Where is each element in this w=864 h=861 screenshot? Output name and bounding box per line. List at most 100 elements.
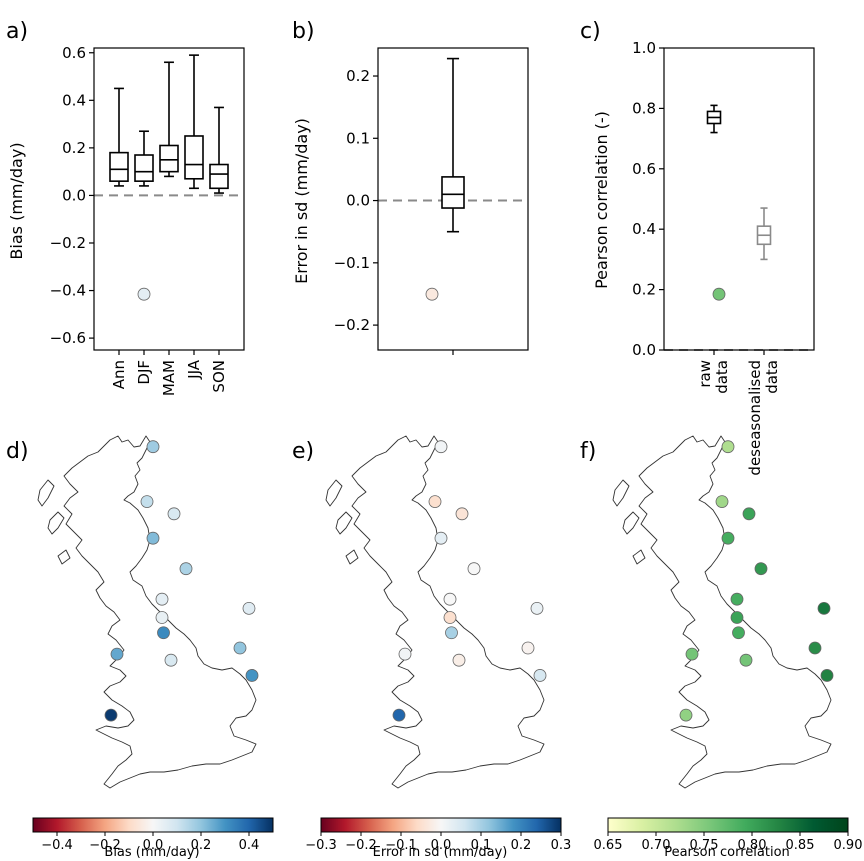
y-tick-label: 0.2 [632, 281, 656, 299]
island-outline [345, 549, 359, 565]
station-marker [104, 708, 118, 722]
y-tick-label: 0.6 [632, 160, 656, 178]
box-deseasonalised-data [756, 207, 772, 261]
station-marker [533, 669, 547, 682]
iqr-box [209, 163, 229, 190]
colorbar-tick-label: 0.0 [431, 838, 452, 853]
axes-frame [663, 47, 815, 351]
correlation-station-map: 0.65 0.70 0.75 0.80 0.85 0.90 [594, 287, 863, 853]
colorbar-tick-label: −0.1 [385, 838, 417, 853]
colorbar-tick-label: −0.3 [305, 838, 337, 853]
island-outline [325, 479, 343, 507]
colorbar-tick-label: 0.3 [551, 838, 572, 853]
x-tick-label: MAM [160, 360, 178, 396]
colorbar-tick-label: −0.2 [345, 838, 377, 853]
y-tick-label: 0.8 [632, 99, 656, 117]
bias-station-map: −0.4 −0.2 0.0 0.2 0.4 [32, 287, 274, 853]
island-outline [622, 511, 640, 535]
station-marker [146, 440, 160, 454]
colorbar [320, 817, 562, 833]
station-marker [167, 507, 181, 521]
island-outline [632, 549, 646, 565]
colorbar-tick-label: 0.4 [239, 838, 260, 853]
y-tick-label: 0.0 [632, 341, 656, 359]
station-marker [155, 592, 169, 606]
y-tick-label: −0.2 [50, 234, 86, 252]
box-djf [134, 130, 154, 187]
y-tick-label: 0.4 [62, 91, 86, 109]
station-marker [445, 626, 458, 640]
station-marker [137, 287, 151, 301]
y-tick-label: 0.1 [346, 129, 370, 147]
y-tick-label: 0.0 [62, 186, 86, 204]
sd-error-boxplot: −0.2 −0.1 0.0 0.1 0.2 [334, 47, 529, 355]
y-axis-label-b: Error in sd (mm/day) [292, 118, 311, 284]
colorbar-tick-label: 0.65 [594, 838, 623, 853]
station-marker [140, 495, 154, 509]
iqr-box [159, 144, 179, 173]
colorbar-tick-label: 0.90 [834, 838, 863, 853]
station-marker [715, 495, 729, 509]
colorbar-tick-label: 0.80 [738, 838, 767, 853]
y-tick-label: 1.0 [632, 39, 656, 57]
station-marker [157, 626, 170, 640]
station-marker [110, 647, 124, 661]
y-tick-label: −0.6 [50, 329, 86, 347]
panel-label-b: b) [292, 19, 315, 44]
station-marker [467, 562, 481, 576]
island-outline [47, 511, 65, 535]
y-tick-label: −0.2 [334, 316, 370, 334]
iqr-box [441, 176, 465, 209]
station-marker [754, 562, 768, 576]
station-marker [242, 601, 256, 615]
sd-error-station-map: −0.3 −0.2 −0.1 0.0 0.1 0.2 0.3 [305, 287, 572, 853]
island-outline [37, 479, 55, 507]
station-marker [179, 562, 193, 576]
station-marker [521, 641, 535, 655]
colorbar-tick-label: 0.70 [642, 838, 671, 853]
y-tick-label: 0.0 [346, 192, 370, 210]
station-marker [434, 440, 448, 454]
station-marker [245, 669, 259, 682]
y-tick-label: −0.4 [50, 282, 86, 300]
station-marker [164, 653, 178, 667]
box-ann [109, 87, 129, 187]
station-marker [685, 647, 699, 661]
colorbar-label-e: Error in sd (mm/day) [373, 845, 508, 860]
station-marker [392, 708, 406, 722]
station-marker [155, 611, 169, 624]
station-marker [443, 592, 457, 606]
station-marker [434, 531, 448, 545]
station-marker [146, 531, 160, 545]
colorbar-tick-label: 0.0 [143, 838, 164, 853]
x-tick-label: raw [696, 360, 714, 388]
station-marker [425, 287, 439, 301]
station-marker [398, 647, 412, 661]
island-outline [335, 511, 353, 535]
station-marker [730, 611, 744, 624]
y-tick-label: 0.6 [62, 44, 86, 62]
station-marker [233, 641, 247, 655]
station-marker [443, 611, 457, 624]
box-jja [184, 54, 204, 190]
station-marker [820, 669, 834, 682]
station-marker [730, 592, 744, 606]
box-son [209, 106, 229, 194]
y-tick-label: 0.2 [346, 67, 370, 85]
y-axis-label-a: Bias (mm/day) [7, 142, 26, 259]
y-tick-label: −0.1 [334, 254, 370, 272]
station-marker [679, 708, 693, 722]
bias-boxplot: −0.6 −0.4 −0.2 0.0 0.2 0.4 0.6 Ann DJF MAM JJA SON [50, 44, 245, 396]
station-marker [739, 653, 753, 667]
y-tick-label: 0.4 [632, 220, 656, 238]
station-marker [530, 601, 544, 615]
colorbar-tick-label: 0.75 [690, 838, 719, 853]
y-tick-label: 0.2 [62, 139, 86, 157]
colorbar [607, 817, 849, 833]
colorbar-label-f: Pearson correlation [664, 845, 790, 860]
panel-label-a: a) [6, 19, 28, 44]
colorbar-tick-label: 0.2 [511, 838, 532, 853]
colorbar-tick-label: −0.4 [41, 838, 73, 853]
station-marker [721, 440, 735, 454]
